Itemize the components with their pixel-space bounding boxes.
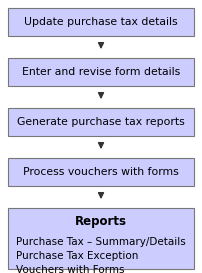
Text: Generate purchase tax reports: Generate purchase tax reports (17, 117, 185, 127)
FancyBboxPatch shape (8, 8, 194, 36)
Text: Reports: Reports (75, 215, 127, 229)
Text: Update purchase tax details: Update purchase tax details (24, 17, 178, 27)
FancyBboxPatch shape (8, 58, 194, 86)
FancyBboxPatch shape (8, 158, 194, 186)
FancyBboxPatch shape (8, 108, 194, 136)
Text: Enter and revise form details: Enter and revise form details (22, 67, 180, 77)
Text: Purchase Tax Exception: Purchase Tax Exception (16, 251, 138, 261)
FancyBboxPatch shape (8, 208, 194, 269)
Text: Purchase Tax – Summary/Details: Purchase Tax – Summary/Details (16, 237, 186, 247)
Text: Process vouchers with forms: Process vouchers with forms (23, 167, 179, 177)
Text: Vouchers with Forms: Vouchers with Forms (16, 265, 124, 273)
